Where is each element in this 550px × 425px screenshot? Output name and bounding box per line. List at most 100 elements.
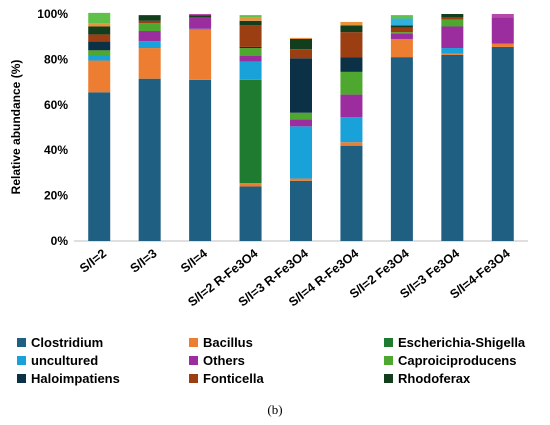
bar-segment bbox=[189, 29, 212, 80]
legend-swatch bbox=[189, 374, 198, 383]
y-tick-label: 60% bbox=[44, 98, 68, 112]
legend-swatch bbox=[384, 374, 393, 383]
bar-segment bbox=[390, 33, 413, 39]
bar-segment bbox=[290, 180, 312, 241]
legend-label: Bacillus bbox=[203, 335, 253, 350]
legend-label: Haloimpatiens bbox=[31, 371, 120, 386]
bar-segment bbox=[340, 94, 363, 118]
y-tick-label: 0% bbox=[51, 234, 69, 248]
legend: Clostridium Bacillus Escherichia-Shigella u… bbox=[17, 335, 526, 386]
bar-segment bbox=[239, 79, 262, 184]
y-tick-label: 40% bbox=[44, 143, 68, 157]
bar-segment bbox=[340, 71, 363, 95]
bar-segment bbox=[88, 56, 111, 61]
bar-segment bbox=[88, 41, 111, 51]
bar-segment bbox=[491, 14, 514, 18]
x-tick-label: S/I=2 bbox=[77, 246, 109, 275]
legend-label: Caproiciproducens bbox=[398, 353, 516, 368]
bar-segment bbox=[138, 20, 161, 24]
bar-segment bbox=[290, 112, 312, 120]
bar-segment bbox=[239, 20, 262, 26]
bar-segment bbox=[88, 60, 111, 93]
bar-segment bbox=[239, 46, 262, 49]
bar-segment bbox=[239, 186, 262, 241]
bar-segment bbox=[239, 48, 262, 56]
bar-segment bbox=[491, 46, 514, 241]
bars-layer bbox=[88, 12, 514, 241]
bar-segment bbox=[88, 34, 111, 42]
bar-segment bbox=[138, 15, 161, 21]
legend-swatch bbox=[189, 338, 198, 347]
bar-segment bbox=[441, 54, 464, 241]
legend-swatch bbox=[189, 356, 198, 365]
bar-segment bbox=[88, 50, 111, 56]
bar-segment bbox=[290, 126, 312, 179]
bar-segment bbox=[340, 57, 363, 72]
figure-caption: (b) bbox=[267, 402, 282, 417]
bar-segment bbox=[189, 28, 212, 30]
legend-swatch bbox=[384, 356, 393, 365]
x-tick-label: S/I=3 bbox=[128, 246, 160, 275]
bar-segment bbox=[390, 57, 413, 241]
bar-segment bbox=[340, 142, 363, 146]
y-tick-label: 80% bbox=[44, 52, 68, 66]
bar-segment bbox=[189, 15, 212, 18]
bar-segment bbox=[441, 26, 464, 49]
bar-segment bbox=[290, 37, 312, 39]
bar-segment bbox=[138, 31, 161, 42]
bar-segment bbox=[441, 53, 464, 55]
legend-swatch bbox=[17, 374, 26, 383]
bar-segment bbox=[390, 25, 413, 28]
bar-segment bbox=[441, 48, 464, 54]
bar-segment bbox=[189, 17, 212, 29]
bar-segment bbox=[290, 58, 312, 113]
bar-segment bbox=[290, 178, 312, 181]
y-tick-label: 20% bbox=[44, 189, 68, 203]
bar-segment bbox=[138, 48, 161, 79]
bar-segment bbox=[441, 17, 464, 20]
bar-segment bbox=[239, 183, 262, 187]
bar-segment bbox=[290, 38, 312, 50]
legend-swatch bbox=[17, 338, 26, 347]
legend-label: Fonticella bbox=[203, 371, 264, 386]
legend-swatch bbox=[384, 338, 393, 347]
bar-segment bbox=[340, 32, 363, 58]
bar-segment bbox=[189, 79, 212, 241]
bar-segment bbox=[239, 15, 262, 18]
bar-segment bbox=[138, 23, 161, 32]
bar-segment bbox=[340, 145, 363, 241]
bar-segment bbox=[239, 56, 262, 62]
bar-segment bbox=[88, 23, 111, 27]
legend-swatch bbox=[17, 356, 26, 365]
legend-label: Rhodoferax bbox=[398, 371, 471, 386]
bar-segment bbox=[390, 27, 413, 33]
legend-label: Others bbox=[203, 353, 245, 368]
bar-segment bbox=[138, 41, 161, 49]
bar-segment bbox=[239, 25, 262, 47]
bar-segment bbox=[88, 92, 111, 241]
bar-segment bbox=[340, 21, 363, 26]
bar-segment bbox=[138, 78, 161, 241]
bar-segment bbox=[441, 19, 464, 27]
bar-segment bbox=[340, 25, 363, 33]
bar-segment bbox=[390, 15, 413, 19]
bar-segment bbox=[88, 12, 111, 24]
y-tick-label: 100% bbox=[37, 7, 68, 21]
bar-segment bbox=[290, 119, 312, 127]
bar-segment bbox=[491, 43, 514, 47]
bar-segment bbox=[441, 14, 464, 18]
bar-segment bbox=[491, 17, 514, 44]
bar-segment bbox=[340, 117, 363, 143]
y-axis-label: Relative abundance (%) bbox=[9, 60, 23, 195]
bar-segment bbox=[390, 32, 413, 34]
legend-label: uncultured bbox=[31, 353, 98, 368]
bar-segment bbox=[390, 18, 413, 26]
bar-segment bbox=[189, 14, 212, 16]
bar-segment bbox=[239, 61, 262, 80]
bar-segment bbox=[239, 17, 262, 21]
bar-segment bbox=[88, 26, 111, 35]
legend-label: Clostridium bbox=[31, 335, 103, 350]
legend-label: Escherichia-Shigella bbox=[398, 335, 526, 350]
